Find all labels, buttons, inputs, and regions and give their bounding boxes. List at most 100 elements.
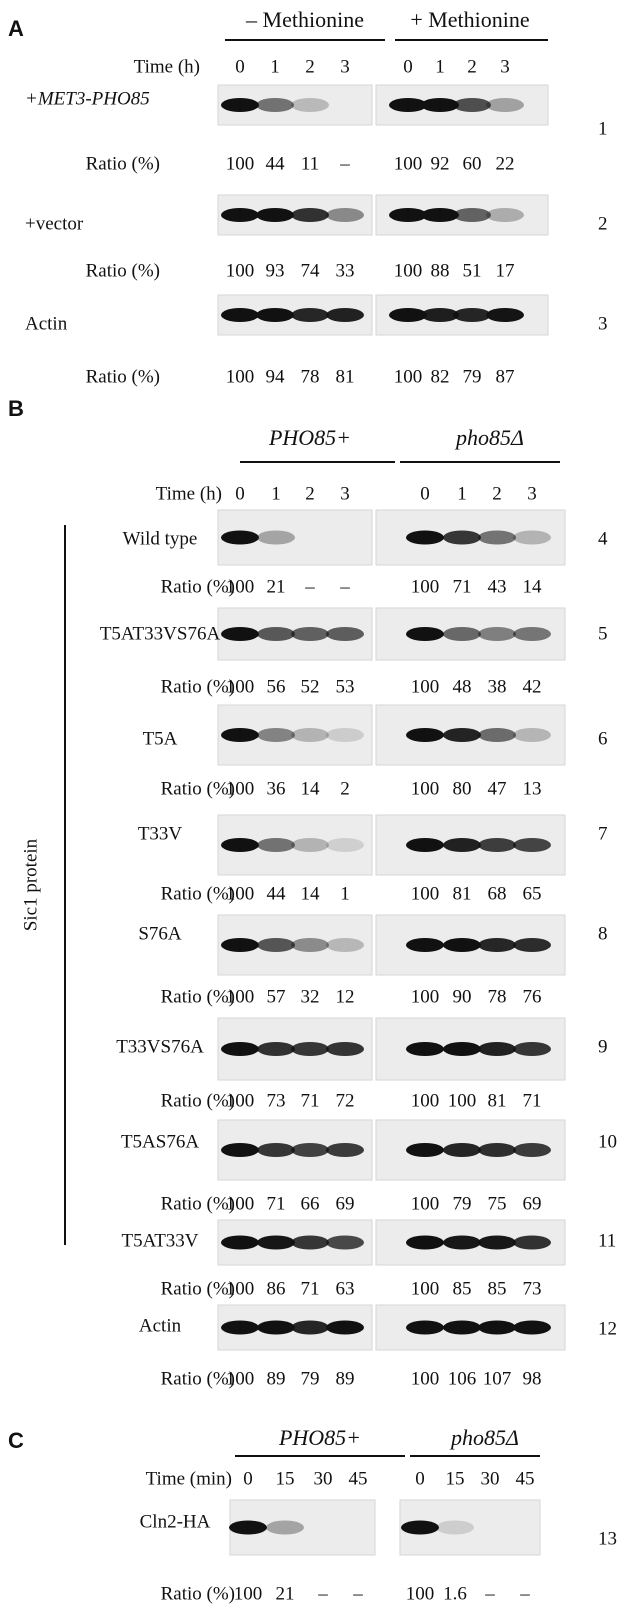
band xyxy=(443,1143,481,1157)
ratio-value: 81 xyxy=(453,883,472,904)
band xyxy=(406,728,444,742)
ratio-value: 71 xyxy=(523,1090,542,1111)
band xyxy=(478,938,516,952)
ratio-value: 69 xyxy=(336,1193,355,1214)
ratio-value: 100 xyxy=(448,1090,477,1111)
ratio-value: 79 xyxy=(301,1368,320,1389)
ratio-value: 100 xyxy=(226,883,255,904)
row-label: T5AS76A xyxy=(121,1131,199,1152)
ratio-value: 100 xyxy=(226,576,255,597)
lane-number: 3 xyxy=(598,313,608,334)
ratio-value: 88 xyxy=(431,260,450,281)
band xyxy=(478,531,516,545)
band xyxy=(266,1521,304,1535)
ratio-value: 100 xyxy=(226,986,255,1007)
ratio-value: 1 xyxy=(340,883,350,904)
band xyxy=(256,98,294,112)
band xyxy=(406,1236,444,1250)
lane-number: 12 xyxy=(598,1318,617,1339)
band xyxy=(257,1321,295,1335)
panel-letter: B xyxy=(8,396,24,421)
ratio-label: Ratio (%) xyxy=(161,986,235,1007)
band xyxy=(221,531,259,545)
band xyxy=(406,531,444,545)
band xyxy=(326,308,364,322)
band xyxy=(326,1236,364,1250)
ratio-value: 44 xyxy=(266,153,286,174)
band xyxy=(221,728,259,742)
ratio-value: 100 xyxy=(411,883,440,904)
time-label: Time (h) xyxy=(156,483,222,504)
ratio-value: 86 xyxy=(267,1278,286,1299)
band xyxy=(221,1143,259,1157)
band xyxy=(257,838,295,852)
ratio-value: 100 xyxy=(411,1193,440,1214)
ratio-value: 82 xyxy=(431,366,450,387)
group-label: pho85Δ xyxy=(449,1425,519,1450)
ratio-value: 52 xyxy=(301,676,320,697)
band xyxy=(257,728,295,742)
band xyxy=(443,1042,481,1056)
band xyxy=(221,1321,259,1335)
ratio-value: 98 xyxy=(523,1368,542,1389)
ratio-value: 100 xyxy=(226,260,255,281)
band xyxy=(443,938,481,952)
ratio-value: – xyxy=(352,1583,363,1604)
band xyxy=(443,627,481,641)
band xyxy=(406,838,444,852)
band xyxy=(291,1236,329,1250)
band xyxy=(257,627,295,641)
ratio-value: 100 xyxy=(394,366,423,387)
ratio-value: 85 xyxy=(453,1278,472,1299)
ratio-value: 78 xyxy=(301,366,320,387)
lane-number: 10 xyxy=(598,1131,617,1152)
band xyxy=(401,1521,439,1535)
band xyxy=(513,627,551,641)
row-label: T33V xyxy=(138,823,183,844)
row-label: T5AT33V xyxy=(121,1230,198,1251)
band xyxy=(291,838,329,852)
ratio-label: Ratio (%) xyxy=(161,883,235,904)
ratio-value: 100 xyxy=(226,1278,255,1299)
band xyxy=(478,1042,516,1056)
band xyxy=(513,1143,551,1157)
time-point: 30 xyxy=(481,1468,500,1489)
time-point: 45 xyxy=(516,1468,535,1489)
ratio-value: 76 xyxy=(523,986,542,1007)
group-label: pho85Δ xyxy=(454,425,524,450)
time-point: 15 xyxy=(446,1468,465,1489)
band xyxy=(443,1321,481,1335)
ratio-value: 100 xyxy=(411,778,440,799)
band xyxy=(406,1321,444,1335)
time-point: 3 xyxy=(527,483,537,504)
band xyxy=(229,1521,267,1535)
band xyxy=(291,627,329,641)
ratio-value: 42 xyxy=(523,676,542,697)
band xyxy=(453,208,491,222)
band xyxy=(443,728,481,742)
band xyxy=(326,728,364,742)
band xyxy=(291,1143,329,1157)
band xyxy=(486,308,524,322)
band xyxy=(326,1321,364,1335)
band xyxy=(326,1143,364,1157)
ratio-value: 66 xyxy=(301,1193,320,1214)
time-point: 0 xyxy=(415,1468,425,1489)
ratio-value: 22 xyxy=(496,153,515,174)
ratio-value: 73 xyxy=(523,1278,542,1299)
time-point: 1 xyxy=(435,56,445,77)
ratio-label: Ratio (%) xyxy=(161,576,235,597)
row-label: T5A xyxy=(143,728,178,749)
ratio-value: 94 xyxy=(266,366,286,387)
ratio-value: 32 xyxy=(301,986,320,1007)
ratio-label: Ratio (%) xyxy=(161,1193,235,1214)
time-point: 1 xyxy=(271,483,281,504)
band xyxy=(406,627,444,641)
band xyxy=(326,838,364,852)
row-label: Wild type xyxy=(123,528,198,549)
ratio-value: 100 xyxy=(226,676,255,697)
band xyxy=(326,627,364,641)
band xyxy=(326,1042,364,1056)
ratio-value: – xyxy=(519,1583,530,1604)
ratio-value: 93 xyxy=(266,260,285,281)
